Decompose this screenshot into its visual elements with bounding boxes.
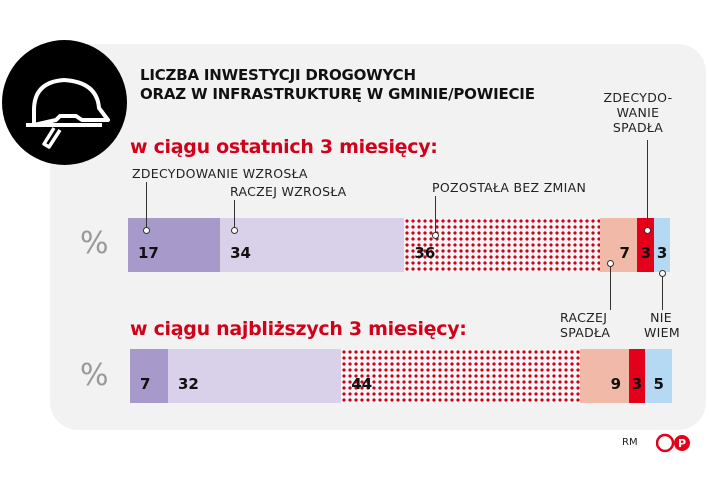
unit-label-1: %	[80, 226, 109, 261]
label-line: NIE	[650, 310, 672, 325]
value-label: 44	[351, 375, 373, 393]
title-line-2: ORAZ W INFRASTRUKTURĘ W GMINIE/POWIECIE	[140, 85, 535, 103]
bar-segment-strongly-increased	[130, 349, 168, 403]
value-label: 36	[414, 244, 436, 262]
label-zdecydowanie-wzrosla: ZDECYDOWANIE WZROSŁA	[132, 166, 308, 181]
value-label: 34	[230, 244, 251, 262]
value-label: 7	[140, 375, 151, 393]
bar-segment-unchanged	[341, 349, 580, 403]
stacked-bar-past: 17 34 36 7 3 3	[128, 218, 670, 272]
leader-dot	[143, 227, 150, 234]
chart-title: LICZBA INWESTYCJI DROGOWYCH ORAZ W INFRA…	[140, 66, 535, 104]
value-label: 3	[631, 375, 643, 393]
value-label: 32	[177, 375, 199, 393]
value-label: 17	[138, 244, 159, 262]
leader-line	[662, 275, 663, 310]
bar-segment-dont-know	[644, 349, 672, 403]
subtitle-past: w ciągu ostatnich 3 miesięcy:	[130, 136, 438, 158]
leader-dot	[644, 227, 651, 234]
leader-line	[435, 196, 436, 234]
value-label: 9	[610, 375, 622, 393]
hard-hat-icon	[2, 40, 127, 165]
value-label: 3	[656, 244, 668, 262]
label-zdecydowanie-spadla: ZDECYDO- WANIE SPADŁA	[596, 90, 680, 135]
value-label: 5	[653, 375, 664, 393]
title-line-1: LICZBA INWESTYCJI DROGOWYCH	[140, 66, 416, 84]
leader-dot	[432, 232, 439, 239]
leader-line	[610, 265, 611, 310]
label-line: RACZEJ	[560, 310, 608, 325]
label-raczej-spadla: RACZEJ SPADŁA	[560, 310, 610, 340]
unit-label-2: %	[80, 358, 109, 393]
bar-segment-strongly-decreased	[628, 349, 645, 403]
bar-segment-rather-decreased	[579, 349, 629, 403]
bar-segment-rather-increased	[220, 218, 405, 272]
label-bez-zmian: POZOSTAŁA BEZ ZMIAN	[432, 180, 587, 195]
label-raczej-wzrosla: RACZEJ WZROSŁA	[230, 184, 347, 199]
label-line: WIEM	[644, 325, 680, 340]
bar-segment-rather-increased	[167, 349, 342, 403]
label-nie-wiem: NIE WIEM	[644, 310, 680, 340]
leader-line	[647, 140, 648, 228]
leader-line	[146, 182, 147, 229]
leader-dot	[607, 260, 614, 267]
leader-dot	[231, 227, 238, 234]
value-label: 3	[640, 244, 652, 262]
leader-dot	[659, 270, 666, 277]
bar-segment-dont-know	[653, 218, 670, 272]
subtitle-future: w ciągu najbliższych 3 miesięcy:	[130, 318, 467, 340]
author-credit: RM	[622, 437, 638, 448]
label-line: SPADŁA	[612, 120, 664, 135]
label-line: ZDECYDO-	[603, 90, 673, 105]
label-line: SPADŁA	[560, 325, 611, 340]
leader-line	[234, 200, 235, 229]
label-line: WANIE	[616, 105, 660, 120]
svg-text:P: P	[678, 437, 686, 450]
bar-segment-unchanged	[404, 218, 600, 272]
value-label: 7	[619, 244, 630, 262]
stacked-bar-future: 7 32 44 9 3 5	[130, 349, 672, 403]
bar-segment-rather-decreased	[599, 218, 638, 272]
pap-logo: P	[655, 433, 696, 457]
